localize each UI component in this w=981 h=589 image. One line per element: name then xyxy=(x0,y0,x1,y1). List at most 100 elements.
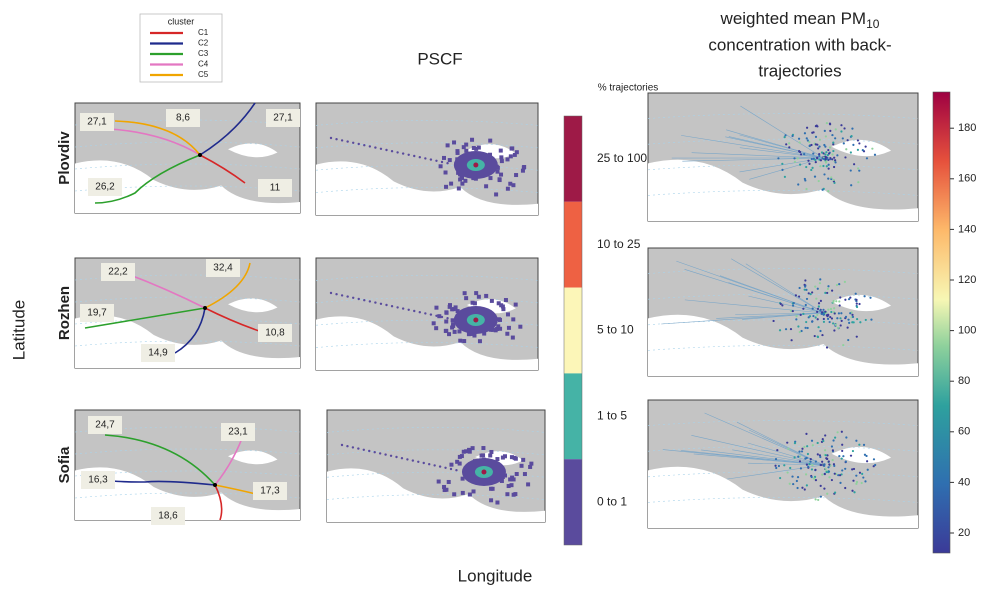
pm10-point xyxy=(832,141,835,144)
pm10-point xyxy=(817,305,820,308)
pm10-point xyxy=(862,443,866,446)
pscf-track xyxy=(424,312,427,315)
pm10-point xyxy=(831,289,834,292)
pscf-core xyxy=(473,317,479,323)
station-point xyxy=(198,153,202,157)
pscf-cell xyxy=(447,158,452,163)
pscf-map xyxy=(315,257,539,371)
cluster-trajectory xyxy=(114,120,201,156)
pscf-cell xyxy=(444,487,449,492)
cluster-label: 32,4 xyxy=(213,263,233,274)
pm10-point xyxy=(846,326,849,329)
pm10-point xyxy=(863,295,866,298)
station-point xyxy=(213,483,217,487)
pscf-cell xyxy=(506,484,511,489)
pm10-point xyxy=(859,321,862,324)
pscf-cell xyxy=(509,483,514,488)
cluster-label: 23,1 xyxy=(228,427,248,438)
pm10-point xyxy=(833,307,836,310)
pm10-point xyxy=(816,143,819,146)
pscf-track xyxy=(379,147,383,150)
pm10-map xyxy=(647,399,919,529)
pm10-point xyxy=(825,346,829,349)
pm10-point xyxy=(811,166,814,169)
pm10-point xyxy=(840,319,843,322)
pscf-cell xyxy=(452,492,457,497)
pm10-point xyxy=(827,460,830,463)
pm10-point xyxy=(863,453,867,456)
pscf-cell xyxy=(488,453,493,458)
pscf-cell xyxy=(503,298,508,303)
pm10-point xyxy=(826,313,830,316)
pscf-cell xyxy=(463,178,468,183)
pm10-point xyxy=(786,441,789,444)
pscf-track xyxy=(406,458,409,461)
pscf-track xyxy=(455,469,458,472)
cluster-label-box xyxy=(151,507,185,525)
pm10-point xyxy=(825,165,828,168)
pscf-track xyxy=(446,162,449,165)
pm10-point xyxy=(826,287,830,290)
pm10-point xyxy=(810,157,813,161)
pm10-point xyxy=(824,153,827,156)
pm10-point xyxy=(855,305,859,309)
pscf-track xyxy=(352,141,355,144)
pm10-point xyxy=(803,488,806,491)
pm10-point xyxy=(846,139,849,142)
pscf-track xyxy=(329,136,333,140)
pm10-point xyxy=(812,477,815,480)
pm10-point xyxy=(834,137,837,140)
pm10-point xyxy=(826,153,829,157)
pm10-point xyxy=(851,321,854,324)
pscf-cell xyxy=(464,142,469,147)
pm10-point xyxy=(824,454,827,457)
pm10-trajectory xyxy=(704,412,824,466)
pm10-point xyxy=(864,318,867,322)
pm10-point xyxy=(845,436,848,439)
pm10-point xyxy=(827,163,830,166)
pscf-track xyxy=(418,156,421,159)
pscf-cell xyxy=(460,181,465,186)
pscf-cell xyxy=(464,148,469,153)
pscf-cell xyxy=(450,325,455,330)
pm10-point xyxy=(816,287,819,290)
pm10-point xyxy=(828,476,831,479)
pscf-cell xyxy=(431,321,436,326)
pm10-point xyxy=(839,296,842,299)
map-graticule xyxy=(315,297,539,304)
pscf-cell xyxy=(518,324,523,329)
map-sea xyxy=(228,450,278,465)
pm10-point xyxy=(804,285,807,288)
pm10-point xyxy=(839,481,842,484)
pscf-cell xyxy=(472,301,477,306)
pscf-track xyxy=(429,313,433,316)
pscf-class-swatch xyxy=(564,459,582,545)
colorbar-tick-label: 140 xyxy=(958,223,976,235)
pscf-track xyxy=(407,308,410,311)
pm10-point xyxy=(786,471,789,474)
pm10-point xyxy=(816,310,819,314)
pscf-track xyxy=(444,466,447,469)
pm10-point xyxy=(836,154,839,157)
pscf-cell xyxy=(470,300,475,305)
pscf-track xyxy=(389,454,393,457)
pm10-point xyxy=(803,153,806,156)
pm10-point xyxy=(827,470,831,473)
pscf-cell xyxy=(436,479,441,484)
pm10-trajectory xyxy=(739,147,824,159)
pscf-class-label: 25 to 100 xyxy=(597,151,647,165)
pm10-point xyxy=(826,158,829,161)
pm10-point xyxy=(799,467,803,470)
pscf-track xyxy=(438,465,442,468)
pm10-point xyxy=(818,282,822,285)
pm10-point xyxy=(849,312,852,315)
pscf-cell xyxy=(477,339,482,344)
pscf-cell xyxy=(499,478,504,483)
map-graticule xyxy=(326,427,546,433)
pm10-point xyxy=(844,156,847,159)
cluster-label-box xyxy=(80,304,114,322)
pscf-track xyxy=(422,461,425,465)
pscf-cell xyxy=(529,461,534,466)
pscf-track xyxy=(368,449,371,453)
pm10-point xyxy=(804,179,807,182)
